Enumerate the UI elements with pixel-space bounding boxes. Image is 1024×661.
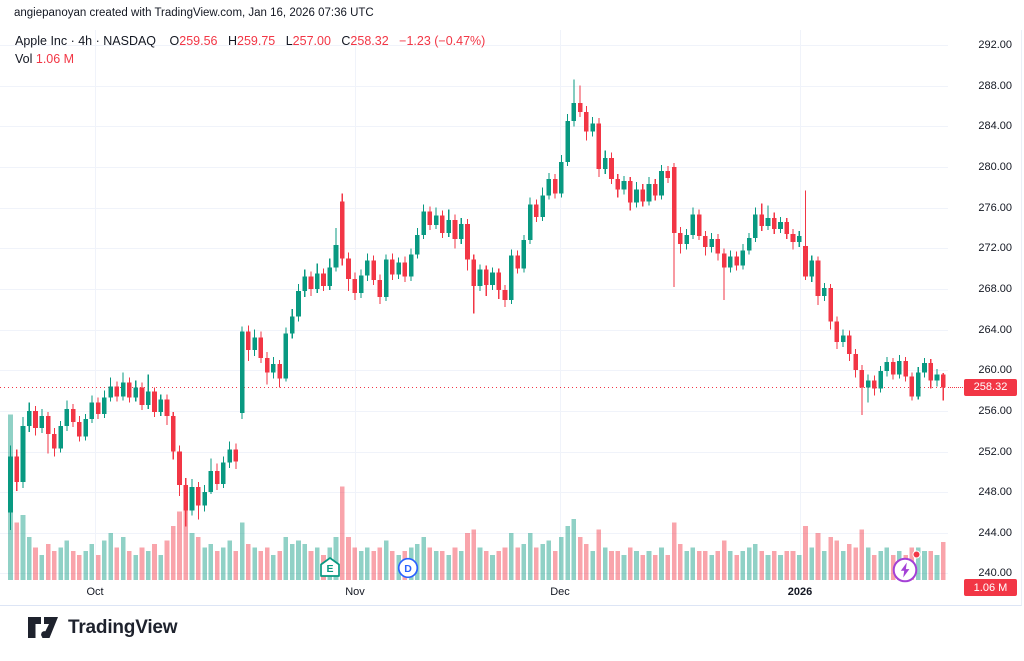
high-readout: H259.75 xyxy=(227,34,276,48)
price-tick-label: 272.00 xyxy=(978,242,1012,255)
time-axis-label: 2026 xyxy=(787,586,813,598)
legend-main-row: Apple Inc · 4h · NASDAQ O259.56 H259.75 … xyxy=(15,34,485,49)
symbol-title[interactable]: Apple Inc · 4h · NASDAQ xyxy=(15,34,157,48)
close-readout: C258.32 xyxy=(341,34,389,48)
time-axis-label: Dec xyxy=(550,586,570,598)
price-tick-label: 284.00 xyxy=(978,120,1012,133)
legend: Apple Inc · 4h · NASDAQ O259.56 H259.75 … xyxy=(15,34,485,67)
notification-dot xyxy=(912,550,921,559)
attribution-text: angiepanoyan created with TradingView.co… xyxy=(14,7,374,19)
chart-frame xyxy=(0,30,1022,606)
price-tick-label: 244.00 xyxy=(978,526,1012,539)
volume-value: 1.06 M xyxy=(35,52,75,66)
time-axis[interactable]: Oct Nov Dec 2026 xyxy=(0,580,1022,606)
time-axis-label: Nov xyxy=(345,586,365,598)
last-price-badge: 258.32 xyxy=(964,378,1017,396)
price-tick-label: 240.00 xyxy=(978,567,1012,580)
tradingview-mark-icon xyxy=(28,617,58,638)
dividend-circle-icon xyxy=(397,557,419,579)
tradingview-wordmark: TradingView xyxy=(68,617,178,638)
price-tick-label: 288.00 xyxy=(978,79,1012,92)
price-tick-label: 276.00 xyxy=(978,201,1012,214)
chart-canvas[interactable] xyxy=(0,30,948,580)
price-line-extension xyxy=(948,387,965,389)
earnings-marker-letter: E xyxy=(326,563,333,575)
price-tick-label: 248.00 xyxy=(978,486,1012,499)
legend-volume-row: Vol 1.06 M xyxy=(15,52,485,67)
earnings-marker[interactable]: E xyxy=(319,556,341,578)
volume-label: Vol xyxy=(15,52,33,66)
earnings-house-icon xyxy=(320,557,340,577)
flash-marker[interactable] xyxy=(889,550,921,584)
price-tick-label: 268.00 xyxy=(978,282,1012,295)
price-tick-label: 292.00 xyxy=(978,39,1012,51)
price-axis[interactable]: 258.32 1.06 M 292.00 288.00 284.00 280.00 27… xyxy=(948,30,1022,596)
price-tick-label: 264.00 xyxy=(978,323,1012,336)
price-tick-label: 256.00 xyxy=(978,404,1012,417)
lightning-bolt-icon xyxy=(900,562,910,578)
dividend-marker[interactable]: D xyxy=(397,557,419,579)
time-axis-label: Oct xyxy=(86,586,104,598)
price-tick-label: 280.00 xyxy=(978,160,1012,173)
chart-pane[interactable] xyxy=(0,30,948,580)
open-readout: O259.56 xyxy=(169,34,218,48)
dividend-marker-letter: D xyxy=(404,563,412,575)
price-tick-label: 260.00 xyxy=(978,364,1012,377)
change-readout: −1.23 (−0.47%) xyxy=(399,34,486,48)
low-readout: L257.00 xyxy=(285,34,331,48)
volume-value-badge: 1.06 M xyxy=(964,579,1017,596)
price-tick-label: 252.00 xyxy=(978,445,1012,458)
tradingview-logo[interactable]: TradingView xyxy=(28,617,178,639)
